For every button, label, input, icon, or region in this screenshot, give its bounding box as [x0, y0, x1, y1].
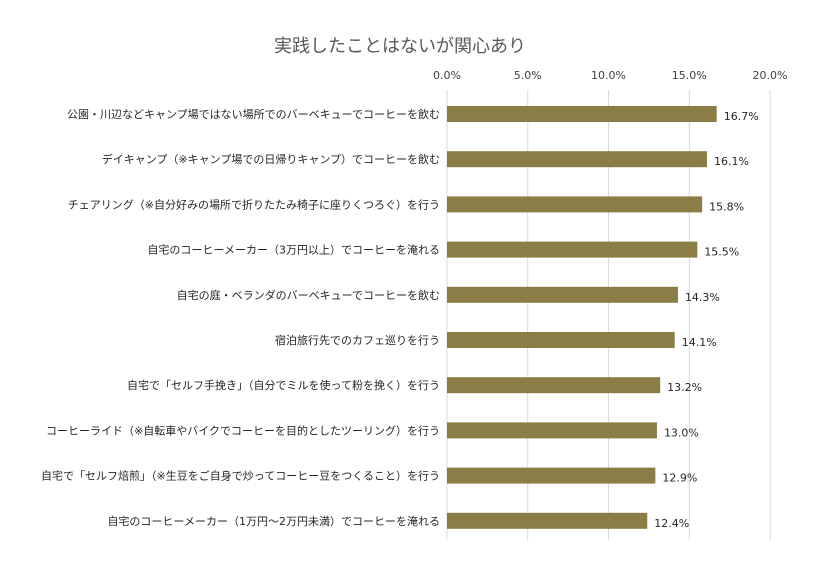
data-label: 15.8% — [709, 200, 744, 213]
bar — [447, 512, 648, 529]
x-tick-label: 10.0% — [591, 69, 626, 82]
x-tick-label: 20.0% — [753, 69, 788, 82]
category-label: コーヒーライド（※自転車やバイクでコーヒーを目的としたツーリング）を行う — [46, 423, 440, 437]
category-label: 自宅で「セルフ手挽き」（自分でミルを使って粉を挽く）を行う — [127, 378, 440, 392]
category-label: チェアリング（※自分好みの場所で折りたたみ椅子に座りくつろぐ）を行う — [68, 197, 440, 211]
bar — [447, 241, 698, 258]
data-label: 14.3% — [685, 291, 720, 304]
category-label: 公園・川辺などキャンプ場ではない場所でのバーベキューでコーヒーを飲む — [67, 107, 440, 121]
bar — [447, 106, 717, 122]
chart-title: 実践したことはないが関心あり — [274, 36, 526, 57]
bar — [447, 196, 703, 213]
category-label: 自宅のコーヒーメーカー（3万円以上）でコーヒーを淹れる — [147, 243, 440, 257]
data-label: 12.9% — [662, 472, 697, 485]
x-tick-label: 15.0% — [672, 69, 707, 82]
data-label: 13.2% — [667, 381, 702, 394]
data-label: 16.7% — [724, 110, 759, 123]
bar — [447, 377, 661, 394]
data-label: 13.0% — [664, 426, 699, 439]
bar — [447, 151, 708, 168]
x-tick-label: 5.0% — [514, 69, 542, 82]
data-label: 14.1% — [682, 336, 717, 349]
category-label: 自宅で「セルフ焙煎」（※生豆をご自身で炒ってコーヒー豆をつくること）を行う — [41, 469, 440, 483]
category-label: 自宅のコーヒーメーカー（1万円～2万円未満）でコーヒーを淹れる — [107, 514, 440, 528]
data-label: 15.5% — [704, 246, 739, 259]
bar — [447, 286, 678, 303]
bar — [447, 467, 656, 484]
data-labels: 16.7% 16.1% 15.8% 15.5% 14.3% 14.1% 13.2% 13.0%… — [654, 110, 758, 530]
category-label: デイキャンプ（※キャンプ場での日帰りキャンプ）でコーヒーを飲む — [102, 152, 440, 166]
bar — [447, 332, 675, 348]
data-label: 12.4% — [654, 517, 689, 530]
bar — [447, 422, 657, 439]
data-label: 16.1% — [714, 155, 749, 168]
bars — [447, 106, 717, 529]
category-labels: 公園・川辺などキャンプ場ではない場所でのバーベキューでコーヒーを飲むデイキャンプ… — [41, 107, 440, 528]
category-label: 宿泊旅行先でのカフェ巡りを行う — [275, 333, 440, 347]
category-label: 自宅の庭・ベランダのバーベキューでコーヒーを飲む — [177, 288, 440, 302]
x-axis-ticks: 0.0% 5.0% 10.0% 15.0% 20.0% — [433, 69, 787, 82]
x-tick-label: 0.0% — [433, 69, 461, 82]
